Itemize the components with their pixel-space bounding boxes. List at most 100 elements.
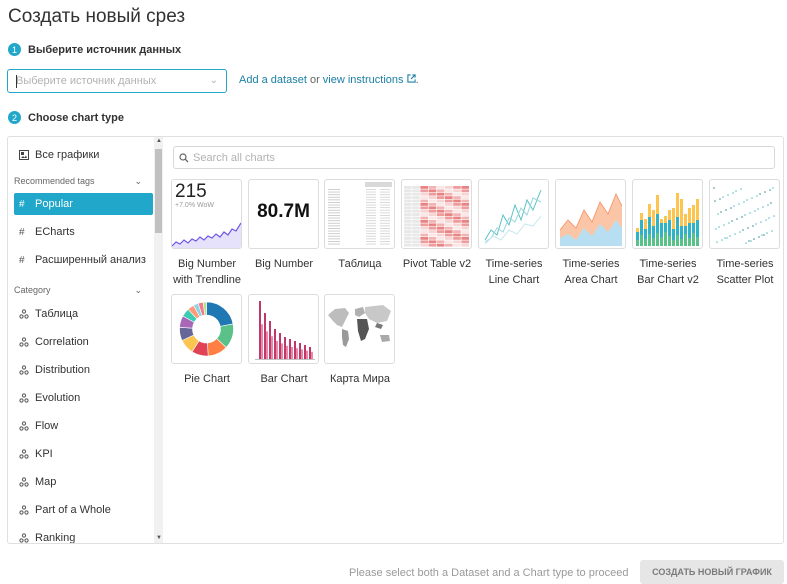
chart-card-label: Big Number — [254, 258, 314, 270]
step-number: 2 — [8, 111, 21, 124]
sidebar-tag-echarts[interactable]: # ECharts — [14, 221, 153, 243]
chart-card-pie[interactable]: Pie Chart — [171, 294, 243, 387]
chart-card-table[interactable]: Таблица — [324, 179, 396, 272]
chart-card-bar[interactable]: Bar Chart — [248, 294, 320, 387]
chart-thumbnail — [555, 179, 626, 249]
chart-card-label: Таблица — [338, 258, 382, 270]
chart-card-pivot-table[interactable]: Pivot Table v2 — [401, 179, 473, 272]
category-icon — [19, 449, 35, 459]
hash-icon: # — [19, 254, 25, 266]
or-text: or — [309, 74, 320, 86]
dataset-placeholder: Выберите источник данных — [16, 75, 157, 87]
scroll-down-icon[interactable]: ▼ — [156, 535, 162, 541]
category-icon — [19, 393, 35, 403]
category-icon — [19, 309, 35, 319]
chart-thumbnail: 80.7M — [248, 179, 319, 249]
external-link-icon — [406, 74, 416, 83]
chart-sidebar: Все графики Recommended tags ⌄ # Popular… — [8, 137, 163, 543]
chart-card-timeseries-area[interactable]: Time-series Area Chart — [555, 179, 627, 288]
sidebar-item-label: Part of a Whole — [35, 504, 111, 516]
chart-thumbnail — [171, 294, 242, 364]
sidebar-category-item[interactable]: Map — [14, 471, 153, 493]
sidebar-item-label: ECharts — [35, 226, 75, 238]
thumb-big-value: 215 — [175, 181, 207, 202]
sidebar-item-label: Flow — [35, 420, 59, 432]
scroll-up-icon[interactable]: ▲ — [156, 138, 162, 144]
area-graphic — [559, 193, 623, 246]
sidebar-tag-popular[interactable]: # Popular — [14, 193, 153, 215]
thumb-big-value: 80.7M — [257, 201, 310, 222]
table-graphic — [328, 182, 392, 245]
chart-card-timeseries-line[interactable]: Time-series Line Chart — [478, 179, 550, 288]
chart-thumbnail: 215 +7.0% WoW — [171, 179, 242, 249]
dataset-links: Add a dataset or view instructions . — [239, 74, 419, 86]
sidebar-item-label: Evolution — [35, 392, 81, 404]
chart-card-label: Time-series Bar Chart v2 — [637, 258, 699, 286]
end-period: . — [415, 74, 419, 86]
sidebar-item-label: Popular — [35, 198, 73, 210]
hash-icon: # — [19, 198, 25, 210]
chart-type-panel: Все графики Recommended tags ⌄ # Popular… — [7, 136, 784, 544]
chart-card-label: Big Number with Trendline — [173, 258, 241, 286]
sidebar-category-item[interactable]: KPI — [14, 443, 153, 465]
category-heading[interactable]: Category ⌄ — [14, 285, 142, 296]
page-title: Создать новый срез — [8, 6, 186, 27]
sidebar-item-label: Map — [35, 476, 57, 488]
chart-card-timeseries-scatter[interactable]: Time-series Scatter Plot — [709, 179, 781, 288]
sidebar-category-item[interactable]: Correlation — [14, 331, 153, 353]
search-input[interactable]: Search all charts — [173, 146, 775, 169]
image-icon — [19, 150, 35, 160]
chart-card-label: Карта Мира — [329, 373, 391, 385]
category-icon — [19, 365, 35, 375]
sidebar-scrollbar[interactable]: ▲ ▼ — [154, 137, 163, 543]
chart-thumbnail — [401, 179, 472, 249]
sidebar-item-label: Distribution — [35, 364, 91, 376]
chevron-down-icon: ⌄ — [209, 75, 218, 86]
world-map-graphic — [328, 305, 391, 347]
stacked-bar-graphic — [636, 193, 699, 246]
category-icon — [19, 421, 35, 431]
chart-thumbnail — [478, 179, 549, 249]
donut-graphic — [179, 301, 234, 357]
view-instructions-link[interactable]: view instructions — [323, 74, 416, 86]
sidebar-category-item[interactable]: Distribution — [14, 359, 153, 381]
search-icon — [179, 152, 193, 163]
dataset-select[interactable]: Выберите источник данных ⌄ — [7, 69, 227, 93]
sidebar-category-item[interactable]: Ranking — [14, 527, 153, 543]
chart-card-world-map[interactable]: Карта Мира — [324, 294, 396, 387]
category-icon — [19, 505, 35, 515]
view-instructions-label: view instructions — [322, 74, 404, 86]
line-graphic — [484, 189, 542, 245]
sidebar-item-all-charts[interactable]: Все графики — [14, 144, 153, 166]
heading-label: Category — [14, 285, 51, 295]
sidebar-category-item[interactable]: Таблица — [14, 303, 153, 325]
chart-card-label: Time-series Area Chart — [562, 258, 620, 286]
category-icon — [19, 477, 35, 487]
chart-card-big-number[interactable]: 80.7M Big Number — [248, 179, 320, 272]
thumb-sub-value: +7.0% WoW — [175, 202, 214, 209]
chevron-down-icon: ⌄ — [134, 176, 142, 186]
sidebar-category-item[interactable]: Part of a Whole — [14, 499, 153, 521]
chart-thumbnail — [324, 294, 395, 364]
add-dataset-link[interactable]: Add a dataset — [239, 74, 307, 86]
recommended-tags-heading[interactable]: Recommended tags ⌄ — [14, 176, 142, 187]
create-chart-button[interactable]: СОЗДАТЬ НОВЫЙ ГРАФИК — [640, 560, 784, 584]
sidebar-category-item[interactable]: Evolution — [14, 387, 153, 409]
sidebar-category-item[interactable]: Flow — [14, 415, 153, 437]
sidebar-item-label: Расширенный анализ — [35, 254, 146, 266]
bar-graphic — [255, 301, 315, 360]
scrollbar-thumb[interactable] — [155, 149, 162, 233]
chart-card-label: Pivot Table v2 — [402, 258, 472, 270]
chart-card-big-number-trendline[interactable]: 215 +7.0% WoW Big Number with Trendline — [171, 179, 243, 288]
chart-card-label: Pie Chart — [184, 373, 230, 385]
chart-card-label: Bar Chart — [260, 373, 308, 385]
text-cursor — [16, 75, 17, 88]
search-placeholder: Search all charts — [193, 151, 275, 164]
step-charttype: 2 Choose chart type — [8, 111, 124, 124]
category-icon — [19, 533, 35, 543]
hash-icon: # — [19, 226, 25, 238]
chart-card-timeseries-bar[interactable]: Time-series Bar Chart v2 — [632, 179, 704, 288]
sidebar-tag-advanced[interactable]: # Расширенный анализ — [14, 249, 153, 271]
heading-label: Recommended tags — [14, 176, 95, 186]
